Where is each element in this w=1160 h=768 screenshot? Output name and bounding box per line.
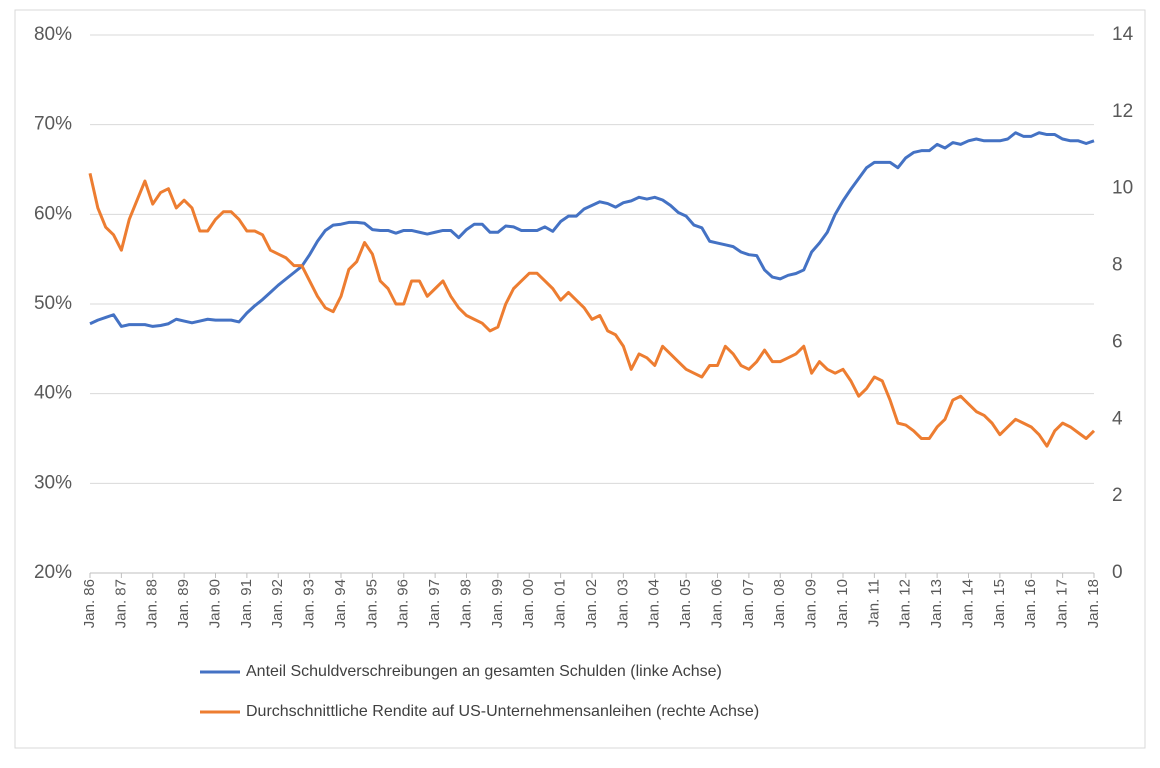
x-tick-label: Jan. 04 <box>646 579 663 628</box>
legend-label: Durchschnittliche Rendite auf US-Unterne… <box>246 703 759 720</box>
x-tick-label: Jan. 86 <box>81 579 98 628</box>
x-tick-label: Jan. 05 <box>677 579 694 628</box>
series-line <box>89 131 1095 328</box>
y2-tick-label: 2 <box>1112 485 1123 506</box>
x-tick-label: Jan. 16 <box>1022 579 1039 628</box>
x-tick-label: Jan. 89 <box>175 579 192 628</box>
x-tick-label: Jan. 96 <box>395 579 412 628</box>
x-tick-label: Jan. 00 <box>520 579 537 628</box>
y2-tick-label: 0 <box>1112 562 1123 583</box>
legend-label: Anteil Schuldverschreibungen an gesamten… <box>246 663 722 680</box>
x-tick-label: Jan. 07 <box>740 579 757 628</box>
x-tick-label: Jan. 09 <box>803 579 820 628</box>
y2-tick-label: 4 <box>1112 408 1123 429</box>
y-tick-label: 50% <box>34 293 72 314</box>
y2-tick-label: 8 <box>1112 255 1123 276</box>
x-tick-label: Jan. 97 <box>426 579 443 628</box>
x-tick-label: Jan. 94 <box>332 579 349 628</box>
x-tick-label: Jan. 15 <box>991 579 1008 628</box>
x-tick-label: Jan. 87 <box>112 579 129 628</box>
x-tick-label: Jan. 93 <box>301 579 318 628</box>
x-tick-label: Jan. 95 <box>363 579 380 628</box>
chart-frame <box>14 9 1146 749</box>
x-tick-label: Jan. 90 <box>206 579 223 628</box>
x-tick-label: Jan. 98 <box>457 579 474 628</box>
x-tick-label: Jan. 12 <box>897 579 914 628</box>
x-tick-label: Jan. 14 <box>959 579 976 628</box>
y2-tick-label: 14 <box>1112 24 1134 45</box>
x-tick-label: Jan. 91 <box>238 579 255 628</box>
x-tick-label: Jan. 18 <box>1085 579 1102 628</box>
x-tick-label: Jan. 08 <box>771 579 788 628</box>
x-tick-label: Jan. 06 <box>708 579 725 628</box>
x-tick-label: Jan. 99 <box>489 579 506 628</box>
x-tick-label: Jan. 03 <box>614 579 631 628</box>
y-tick-label: 40% <box>34 383 72 404</box>
x-tick-label: Jan. 88 <box>144 579 161 628</box>
y2-tick-label: 12 <box>1112 101 1133 122</box>
x-tick-label: Jan. 92 <box>269 579 286 628</box>
x-tick-label: Jan. 11 <box>865 579 882 627</box>
y-tick-label: 20% <box>34 562 72 583</box>
y-tick-label: 80% <box>34 24 72 45</box>
x-tick-label: Jan. 10 <box>834 579 851 628</box>
y2-tick-label: 6 <box>1112 331 1123 352</box>
y-tick-label: 60% <box>34 203 72 224</box>
series-line <box>88 173 1096 448</box>
x-tick-label: Jan. 17 <box>1054 579 1071 628</box>
y2-tick-label: 10 <box>1112 178 1133 199</box>
x-tick-label: Jan. 13 <box>928 579 945 628</box>
x-tick-label: Jan. 02 <box>583 579 600 628</box>
x-tick-label: Jan. 01 <box>552 579 569 628</box>
y-tick-label: 70% <box>34 114 72 135</box>
y-tick-label: 30% <box>34 472 72 493</box>
